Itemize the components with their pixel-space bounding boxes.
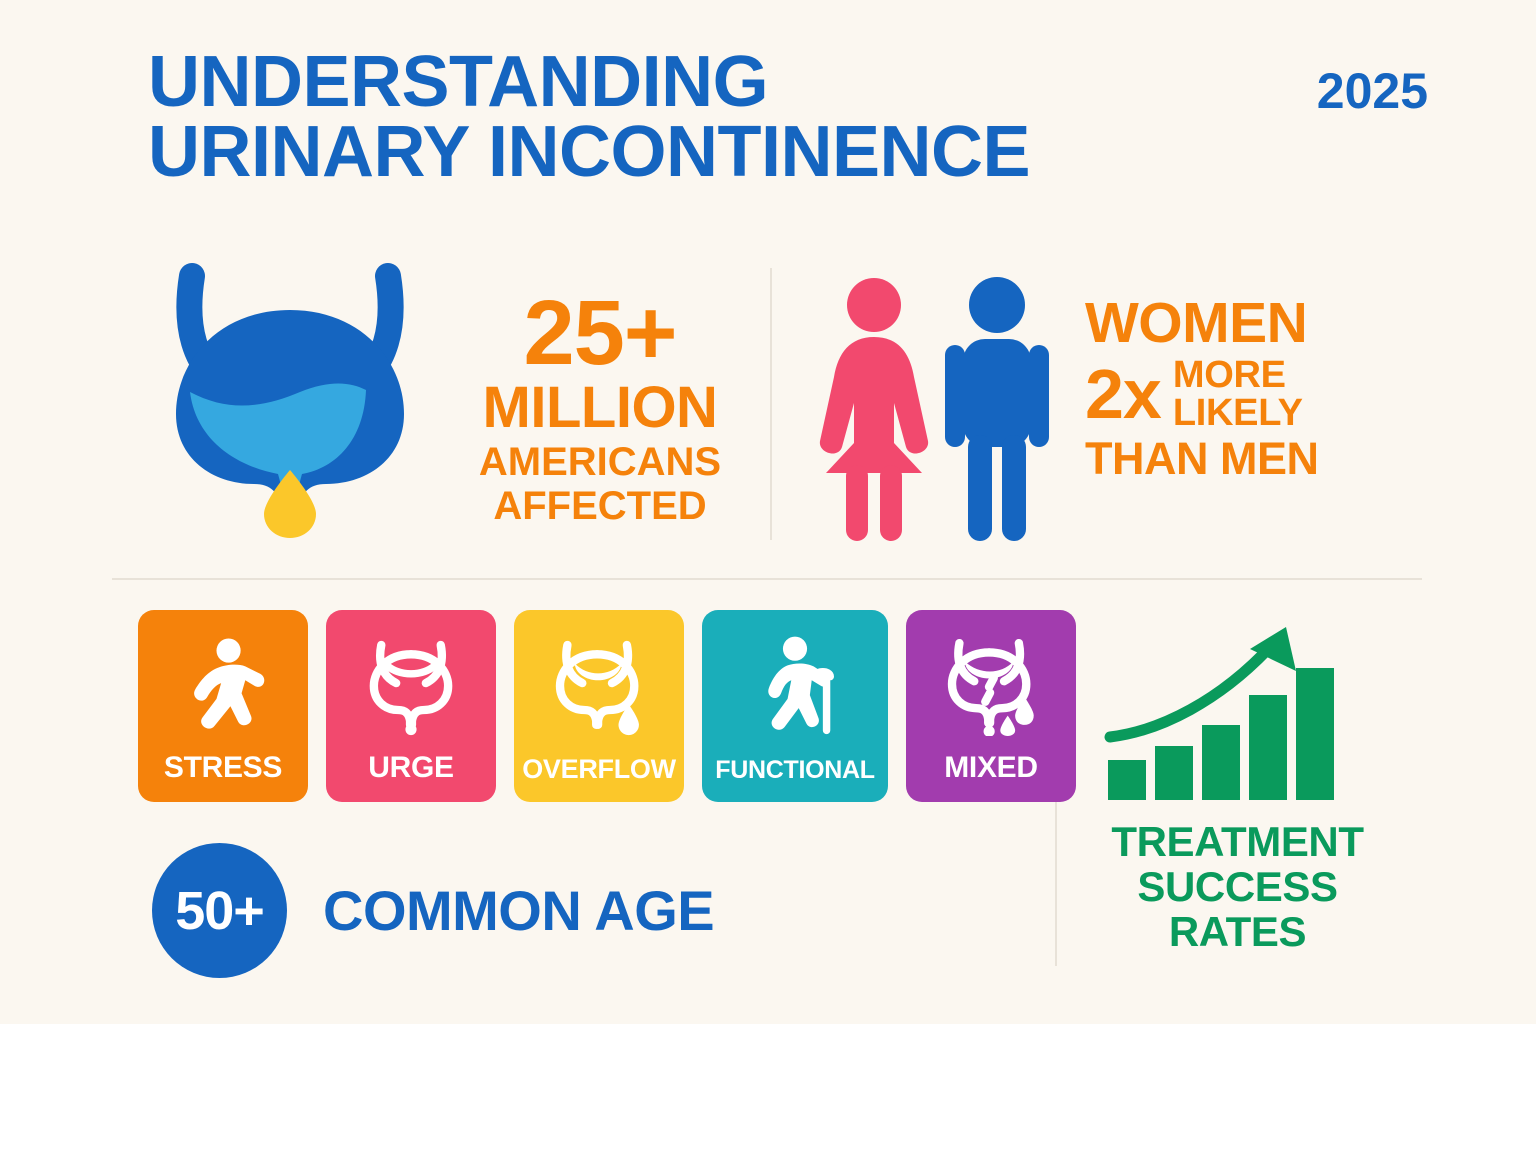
gender-multiplier: 2x: [1085, 354, 1162, 433]
bladder-drop-icon: [543, 628, 655, 740]
gender-stack-likely: LIKELY: [1172, 392, 1303, 434]
chart-bar: [1249, 695, 1287, 800]
prevalence-stat: 25+ MILLION AMERICANS AFFECTED: [440, 282, 760, 528]
incontinence-types-list: STRESS URGE: [138, 610, 1076, 802]
type-card-label: FUNCTIONAL: [715, 756, 875, 784]
bladder-mixed-icon: [935, 628, 1047, 740]
type-card-mixed[interactable]: MIXED: [906, 610, 1076, 802]
gender-stat: WOMEN 2x MORE LIKELY THAN MEN: [1085, 291, 1390, 484]
type-card-label: URGE: [368, 751, 454, 784]
gender-figures: [812, 275, 1072, 545]
chart-bar: [1155, 746, 1193, 800]
gender-line3: THAN MEN: [1085, 433, 1319, 484]
type-card-functional[interactable]: FUNCTIONAL: [702, 610, 888, 802]
prevalence-line3: AMERICANS: [478, 440, 722, 485]
infographic-canvas: UNDERSTANDING URINARY INCONTINENCE 2025 …: [0, 0, 1536, 1024]
bladder-outline-icon: [355, 628, 467, 740]
elderly-cane-icon: [739, 628, 851, 740]
gender-line1: WOMEN: [1085, 291, 1308, 355]
treatment-success-chart: [1100, 615, 1350, 800]
bladder-icon: [150, 262, 430, 554]
divider-horizontal: [112, 578, 1422, 580]
type-card-label: STRESS: [163, 751, 283, 784]
type-card-label: OVERFLOW: [522, 754, 676, 784]
chart-bar: [1296, 668, 1334, 800]
year-label: 2025: [1316, 63, 1428, 119]
treatment-label: TREATMENT SUCCESS RATES: [1111, 818, 1364, 955]
chart-bar: [1202, 725, 1240, 800]
prevalence-unit: MILLION: [482, 375, 718, 441]
chart-bar: [1108, 760, 1146, 800]
female-figure-icon: [819, 278, 929, 541]
type-card-urge[interactable]: URGE: [326, 610, 496, 802]
male-figure-icon: [945, 277, 1049, 541]
divider-vertical-top: [770, 268, 772, 540]
age-badge: 50+: [152, 843, 287, 978]
prevalence-value: 25+: [523, 282, 677, 384]
gender-stack-more: MORE: [1172, 354, 1286, 396]
footer-bar: Neuromodulation neuromodulation.co: [0, 1024, 1536, 1154]
common-age-block: 50+ COMMON AGE: [152, 843, 715, 978]
age-label: COMMON AGE: [323, 879, 715, 942]
running-person-icon: [167, 628, 279, 740]
type-card-overflow[interactable]: OVERFLOW: [514, 610, 684, 802]
type-card-stress[interactable]: STRESS: [138, 610, 308, 802]
page-title: UNDERSTANDING URINARY INCONTINENCE: [148, 42, 1031, 192]
type-card-label: MIXED: [944, 751, 1038, 784]
prevalence-line4: AFFECTED: [493, 483, 707, 528]
